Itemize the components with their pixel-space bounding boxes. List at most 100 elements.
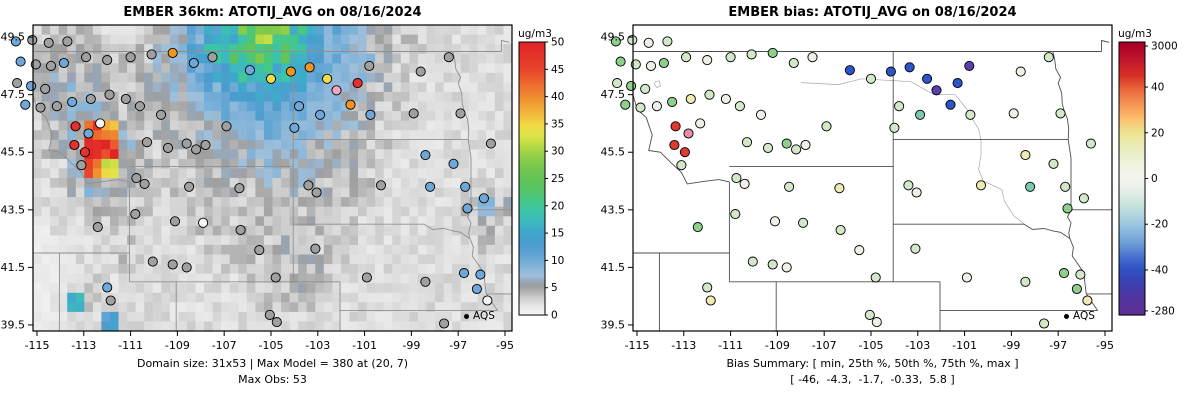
bias-dot <box>635 102 646 113</box>
svg-text:5: 5 <box>551 282 558 294</box>
bias-dot <box>734 101 745 112</box>
svg-text:-105: -105 <box>258 339 283 352</box>
obs-dot <box>331 85 342 96</box>
right-panel-title: EMBER bias: ATOTIJ_AVG on 08/16/2024 <box>728 5 1017 20</box>
obs-dot <box>10 36 21 47</box>
obs-dot <box>234 183 245 194</box>
obs-dot <box>361 272 372 283</box>
bias-dot <box>627 34 638 46</box>
bias-dot <box>911 187 922 198</box>
obs-dot <box>303 180 314 191</box>
svg-text:20: 20 <box>1151 127 1164 139</box>
bias-dot <box>651 101 662 112</box>
obs-dot <box>271 317 282 328</box>
bias-dot <box>945 99 956 110</box>
obs-dot <box>448 158 459 169</box>
svg-text:47.5: 47.5 <box>601 88 626 101</box>
bias-dot <box>1008 108 1019 119</box>
obs-dot <box>167 259 178 270</box>
svg-text:41.5: 41.5 <box>1 261 26 274</box>
bias-dot <box>662 36 673 47</box>
obs-dot <box>95 118 106 129</box>
bias-dot <box>767 259 778 270</box>
obs-dot <box>443 52 454 63</box>
bias-dot <box>1082 295 1093 306</box>
svg-text:-103: -103 <box>305 339 330 352</box>
bias-dot <box>915 109 926 120</box>
obs-dot <box>460 181 471 192</box>
bias-dot <box>720 93 731 105</box>
svg-text:45.5: 45.5 <box>1 146 26 159</box>
bias-dot <box>844 65 855 76</box>
bias-dot <box>762 142 774 153</box>
svg-text:41.5: 41.5 <box>601 261 626 274</box>
svg-text:39.5: 39.5 <box>1 318 26 331</box>
svg-text:35: 35 <box>551 118 564 130</box>
obs-dot <box>120 93 131 105</box>
right-plot-frame <box>632 24 1113 332</box>
svg-text:-20: -20 <box>1151 219 1168 231</box>
obs-dot <box>482 295 493 306</box>
svg-text:40: 40 <box>551 91 564 103</box>
obs-dot <box>289 122 300 133</box>
obs-dot <box>20 99 31 110</box>
bias-dot <box>669 139 680 151</box>
bias-dot <box>747 256 758 267</box>
bias-dot <box>725 52 736 63</box>
svg-text:-101: -101 <box>352 339 377 352</box>
bias-dots-layer <box>610 34 1096 329</box>
obs-dot <box>408 108 419 119</box>
bias-dot <box>975 180 987 191</box>
obs-dot <box>207 52 218 63</box>
bias-dot <box>767 47 778 58</box>
svg-text:-99: -99 <box>1002 339 1020 352</box>
bias-dot <box>681 52 692 63</box>
svg-text:-111: -111 <box>118 339 143 352</box>
obs-dot <box>131 173 142 184</box>
svg-text:43.5: 43.5 <box>601 203 626 216</box>
bias-dot <box>1020 276 1031 287</box>
svg-text:-111: -111 <box>718 339 743 352</box>
bias-dot <box>1060 181 1071 192</box>
obs-dot <box>420 276 431 287</box>
obs-dot <box>294 101 305 112</box>
bias-dot <box>670 121 681 132</box>
bias-dot <box>702 282 713 293</box>
colorbar: 0 5 10 15 20 25 30 35 40 45 50 <box>518 37 564 322</box>
obs-dot <box>162 142 174 153</box>
svg-text:-280: -280 <box>1151 305 1175 317</box>
bias-dot <box>731 173 742 184</box>
bias-dot <box>626 80 637 92</box>
svg-text:-95: -95 <box>1096 339 1114 352</box>
obs-dot <box>27 34 38 46</box>
right-caption-line1: Bias Summary: [ min, 25th %, 50th %, 75t… <box>726 357 1019 370</box>
svg-text:45.5: 45.5 <box>601 146 626 159</box>
obs-dot <box>365 109 376 120</box>
bias-dot <box>854 245 865 256</box>
svg-text:-95: -95 <box>496 339 514 352</box>
svg-text:-97: -97 <box>449 339 467 352</box>
aqs-marker-icon <box>1064 313 1069 319</box>
svg-text:0: 0 <box>1151 173 1158 185</box>
svg-text:15: 15 <box>551 228 564 240</box>
obs-dot <box>67 96 78 107</box>
svg-text:40: 40 <box>1151 82 1164 94</box>
bias-dot <box>781 138 792 149</box>
bias-dot <box>961 272 972 283</box>
bias-dot <box>643 37 654 48</box>
obs-dot <box>264 309 275 320</box>
obs-dot <box>105 295 116 306</box>
obs-dot <box>311 187 322 198</box>
obs-dot <box>155 109 167 120</box>
obs-dot <box>181 262 192 273</box>
obs-dot <box>43 37 54 48</box>
bias-dot <box>730 209 741 220</box>
bias-dot <box>755 109 767 120</box>
obs-dot <box>235 224 246 236</box>
obs-dot <box>35 102 46 113</box>
obs-dot <box>139 178 150 189</box>
svg-text:47.5: 47.5 <box>1 88 26 101</box>
obs-dot <box>285 66 296 77</box>
aqs-legend-label: AQS <box>1073 310 1095 322</box>
